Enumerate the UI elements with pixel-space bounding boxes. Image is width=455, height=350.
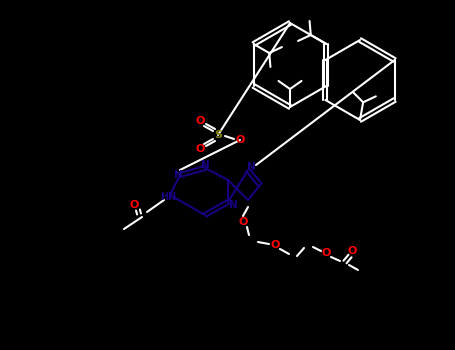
Text: O: O [195,116,205,126]
Text: N: N [174,170,182,180]
Text: O: O [321,248,331,258]
Text: O: O [195,144,205,154]
Text: HN: HN [160,192,176,202]
Text: N: N [247,162,255,172]
Text: O: O [238,217,248,227]
Text: N: N [201,160,209,170]
Text: O: O [270,240,280,250]
Text: S: S [214,130,222,140]
Text: O: O [235,135,245,145]
Text: N: N [228,200,238,210]
Text: O: O [347,246,357,256]
Text: O: O [129,200,139,210]
